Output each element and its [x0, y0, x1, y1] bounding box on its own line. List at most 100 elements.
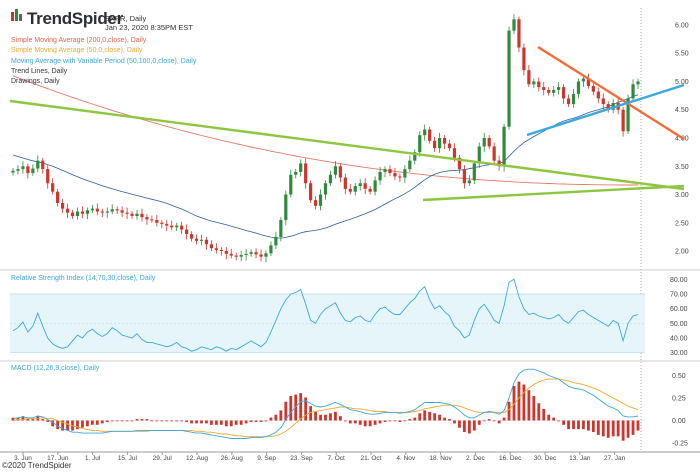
macd-histogram-bar	[269, 417, 273, 421]
macd-histogram-bar	[423, 410, 427, 421]
macd-histogram-bar	[319, 414, 322, 421]
candle	[343, 173, 347, 195]
candle	[70, 209, 75, 219]
macd-histogram-bar	[388, 420, 392, 422]
macd-histogram-bar	[537, 403, 541, 421]
macd-histogram-bar	[115, 420, 119, 422]
candle-body	[229, 253, 233, 256]
candle	[338, 163, 342, 183]
candle	[457, 154, 462, 174]
candle	[403, 165, 407, 183]
candle-body	[313, 200, 318, 206]
macd-histogram-bar	[264, 420, 268, 422]
candle	[621, 106, 625, 137]
candle-body	[512, 19, 516, 31]
candle-body	[442, 138, 447, 144]
candle	[542, 82, 546, 96]
x-tick: 30. Dec	[534, 455, 557, 462]
candle-body	[477, 146, 481, 164]
x-tick: 2. Dec	[466, 455, 486, 462]
macd-histogram-bar	[482, 420, 486, 422]
candle-body	[586, 78, 590, 86]
macd-histogram-bar	[458, 420, 461, 428]
macd-histogram-bar	[329, 413, 332, 421]
candle	[204, 236, 209, 250]
candle-body	[482, 138, 486, 147]
macd-line	[12, 368, 639, 439]
candle	[31, 164, 35, 176]
legend-variable-ma[interactable]: Moving Average with Variable Period (50,…	[11, 58, 197, 65]
candle	[51, 178, 55, 195]
candle	[110, 204, 114, 215]
candle-body	[170, 225, 174, 228]
candle	[21, 161, 25, 174]
candle	[547, 87, 551, 96]
candle-body	[378, 171, 382, 181]
macd-histogram-bar	[591, 420, 595, 433]
macd-histogram-bar	[577, 420, 580, 430]
macd-histogram-bar	[234, 420, 238, 425]
candle-body	[219, 249, 223, 252]
x-tick: 26. Aug	[221, 455, 243, 462]
candle	[189, 231, 194, 242]
macd-histogram-bar	[487, 419, 491, 421]
candle-body	[36, 160, 40, 169]
candle-body	[160, 222, 164, 224]
candle	[224, 247, 228, 260]
macd-y-tick: -0.25	[672, 441, 688, 448]
macd-histogram-bar	[398, 420, 402, 422]
candle	[279, 217, 283, 242]
candle	[115, 206, 119, 215]
macd-histogram-bar	[636, 420, 640, 431]
candle	[408, 155, 412, 172]
candle	[552, 86, 556, 97]
candle-body	[155, 219, 159, 223]
candle-body	[348, 188, 352, 192]
candle-body	[626, 98, 630, 132]
brand-name: TrendSpider	[27, 9, 123, 28]
candle	[170, 220, 174, 231]
candle-body	[383, 169, 387, 172]
trend-line-resistance	[537, 45, 685, 141]
candle-body	[234, 255, 238, 257]
macd-histogram-bar	[338, 416, 342, 421]
candle-body	[318, 194, 323, 206]
candle-body	[150, 219, 154, 221]
legend-sma50[interactable]: Simple Moving Average (50,0,close), Dail…	[11, 47, 143, 54]
candle	[487, 135, 491, 150]
candle	[413, 149, 417, 165]
candle	[477, 142, 481, 168]
candle	[467, 175, 471, 187]
candle-body	[244, 253, 248, 255]
candle	[219, 247, 223, 256]
legend-sma200[interactable]: Simple Moving Average (200,0,close), Dai…	[11, 37, 147, 44]
macd-histogram-bar	[56, 420, 60, 430]
macd-histogram-bar	[408, 419, 412, 421]
candle-body	[304, 163, 308, 184]
rsi-title[interactable]: Relative Strength Index (14,70,30,close)…	[11, 275, 156, 282]
candle	[175, 222, 179, 231]
candle-body	[26, 166, 30, 174]
x-tick: 21. Oct	[361, 455, 382, 462]
macd-histogram-bar	[596, 420, 600, 435]
x-tick: 15. Jul	[118, 455, 138, 462]
candle-body	[576, 81, 581, 94]
legend-trend-lines[interactable]: Trend Lines, Daily	[11, 68, 68, 75]
candle	[373, 176, 377, 196]
macd-histogram-bar	[324, 414, 327, 421]
legend-drawings[interactable]: Drawings, Daily	[11, 78, 60, 85]
trend-line-support	[422, 184, 685, 202]
candle-body	[289, 174, 293, 195]
candle-body	[180, 225, 184, 230]
candle	[442, 135, 447, 150]
macd-histogram-bar	[254, 420, 258, 422]
macd-title[interactable]: MACD (12,26,9,close), Daily	[11, 365, 100, 372]
macd-histogram-bar	[180, 420, 184, 422]
candle	[318, 189, 323, 211]
macd-histogram-bar	[552, 417, 556, 421]
macd-histogram-bar	[224, 420, 228, 427]
candle-body	[309, 183, 313, 201]
macd-histogram-bar	[90, 420, 94, 425]
macd-histogram-bar	[66, 420, 69, 431]
candle	[294, 169, 298, 179]
